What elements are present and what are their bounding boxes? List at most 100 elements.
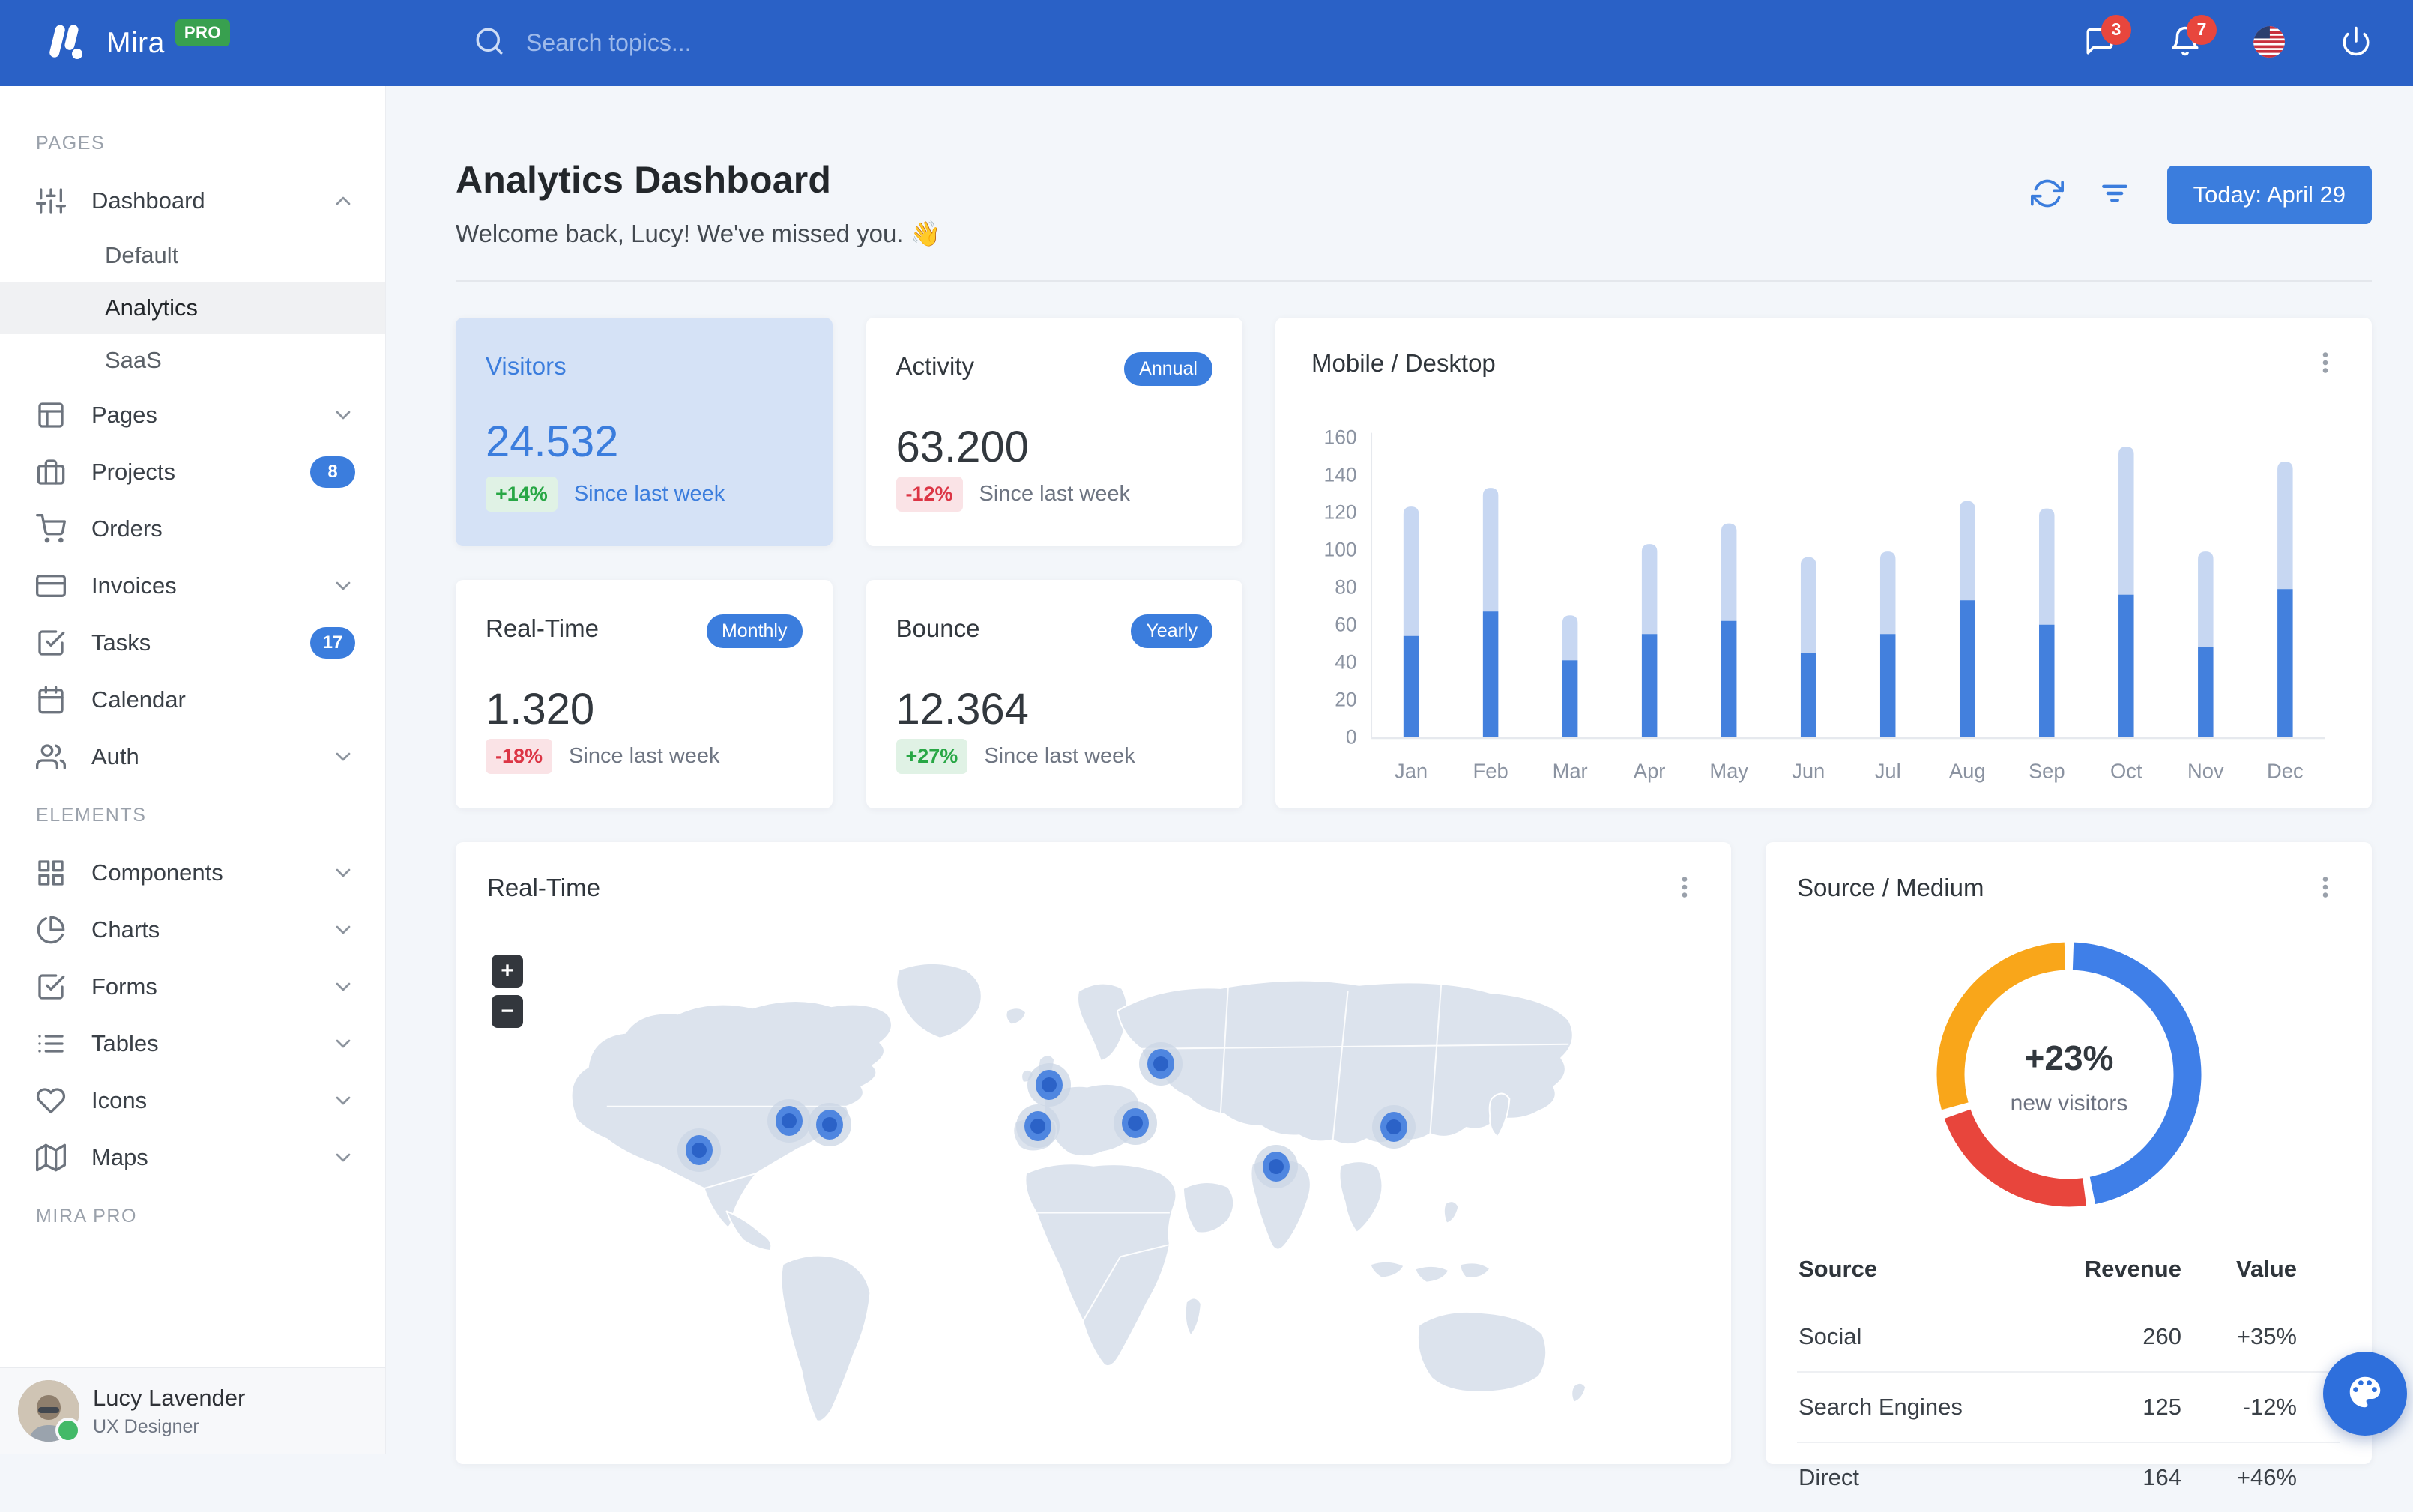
filter-button[interactable] xyxy=(2095,175,2134,214)
user-name: Lucy Lavender xyxy=(93,1384,246,1411)
y-tick-label: 120 xyxy=(1324,501,1357,523)
sidebar-item-orders[interactable]: Orders xyxy=(0,501,385,557)
sidebar-item-components[interactable]: Components xyxy=(0,844,385,901)
map-marker-beijing[interactable] xyxy=(1372,1105,1416,1149)
chevron-down-icon xyxy=(331,1089,355,1113)
marker-core xyxy=(692,1142,707,1158)
map-marker-london[interactable] xyxy=(1027,1062,1072,1107)
table-row-social[interactable]: Social 260 +35% xyxy=(1797,1302,2340,1372)
x-tick-label: Oct xyxy=(2110,760,2142,783)
sidebar-item-dashboard[interactable]: Dashboard xyxy=(0,172,385,229)
map-zoom-in-button[interactable]: + xyxy=(492,955,523,988)
bar-mobile-Nov xyxy=(2198,647,2214,737)
chevron-down-icon xyxy=(331,745,355,769)
messages-button[interactable]: 3 xyxy=(2077,14,2131,66)
map-marker-madrid[interactable] xyxy=(1016,1104,1060,1149)
y-tick-label: 100 xyxy=(1324,538,1357,560)
sidebar-user[interactable]: Lucy Lavender UX Designer xyxy=(0,1367,385,1454)
sidebar-item-maps[interactable]: Maps xyxy=(0,1129,385,1186)
map-marker-new-delhi[interactable] xyxy=(1254,1144,1299,1188)
map-zoom-out-button[interactable]: − xyxy=(492,995,523,1028)
col-value: Value xyxy=(2236,1256,2297,1282)
map-marker-san-francisco[interactable] xyxy=(677,1128,722,1172)
sidebar-item-pages[interactable]: Pages xyxy=(0,387,385,444)
logout-button[interactable] xyxy=(2334,21,2379,66)
sidebar-item-tasks[interactable]: Tasks 17 xyxy=(0,614,385,671)
bar-desktop-Apr xyxy=(1641,544,1658,635)
language-button[interactable] xyxy=(2248,21,2293,66)
map-marker-istanbul[interactable] xyxy=(1113,1101,1157,1145)
stat-card-activity: Activity Annual 63.200 -12% Since last week xyxy=(866,318,1242,546)
x-tick-label: May xyxy=(1709,760,1748,783)
users-icon xyxy=(36,742,66,772)
source-medium-card: Source / Medium +23% new visitors Source … xyxy=(1766,842,2372,1512)
donut-slice-search-engines xyxy=(1936,942,2201,1207)
sidebar-subitem-analytics[interactable]: Analytics xyxy=(0,282,385,334)
brand[interactable]: Mira PRO xyxy=(0,17,385,69)
donut-center-value: +23% xyxy=(2024,1038,2113,1077)
check-square-icon xyxy=(36,628,66,658)
sidebar-item-auth[interactable]: Auth xyxy=(0,728,385,785)
period-badge[interactable]: Monthly xyxy=(706,614,803,648)
sidebar-item-tables[interactable]: Tables xyxy=(0,1015,385,1072)
period-badge[interactable]: Yearly xyxy=(1131,614,1212,648)
chevron-down-icon xyxy=(331,918,355,942)
search-input[interactable] xyxy=(525,28,977,58)
sliders-icon xyxy=(36,186,66,216)
sidebar-item-icons[interactable]: Icons xyxy=(0,1072,385,1129)
map-marker-moscow[interactable] xyxy=(1139,1041,1183,1086)
avatar xyxy=(18,1380,81,1443)
sidebar-item-charts[interactable]: Charts xyxy=(0,901,385,958)
stat-title: Bounce xyxy=(896,614,980,642)
cell-source: Direct xyxy=(1797,1442,2037,1512)
date-range-button[interactable]: Today: April 29 xyxy=(2166,166,2372,224)
stat-card-visitors: Visitors 24.532 +14% Since last week xyxy=(456,318,833,546)
refresh-button[interactable] xyxy=(2028,175,2067,214)
cell-source: Social xyxy=(1799,1323,1862,1349)
map-marker-new-york[interactable] xyxy=(807,1102,851,1146)
map-title: Real-Time xyxy=(487,874,600,901)
period-badge[interactable]: Annual xyxy=(1124,352,1212,386)
donut-menu-button[interactable] xyxy=(2310,872,2340,905)
sidebar-item-invoices[interactable]: Invoices xyxy=(0,557,385,614)
bar-desktop-Mar xyxy=(1562,615,1578,661)
y-tick-label: 20 xyxy=(1335,689,1356,711)
bar-desktop-Jun xyxy=(1800,557,1816,653)
sidebar-item-calendar[interactable]: Calendar xyxy=(0,671,385,728)
sidebar-item-projects[interactable]: Projects 8 xyxy=(0,444,385,501)
sidebar-item-label: Projects xyxy=(91,459,175,485)
pro-badge: PRO xyxy=(175,19,231,46)
marker-core xyxy=(1386,1119,1402,1135)
marker-core xyxy=(781,1113,797,1129)
notifications-button[interactable]: 7 xyxy=(2163,14,2217,66)
x-tick-label: Apr xyxy=(1634,760,1666,783)
chevron-down-icon xyxy=(331,975,355,999)
map-icon xyxy=(36,1143,66,1173)
stat-note: Since last week xyxy=(573,482,725,506)
x-tick-label: Aug xyxy=(1949,760,1986,783)
search-box[interactable] xyxy=(474,25,2077,61)
theme-settings-fab[interactable] xyxy=(2323,1352,2407,1436)
stats-grid: Visitors 24.532 +14% Since last week Activit… xyxy=(456,318,1242,808)
sidebar-subitem-saas[interactable]: SaaS xyxy=(105,347,162,373)
sidebar-subitem-default[interactable]: Default xyxy=(105,242,179,268)
sidebar-item-forms[interactable]: Forms xyxy=(0,958,385,1015)
chevron-down-icon xyxy=(331,403,355,427)
more-vertical-icon xyxy=(1671,874,1698,904)
credit-card-icon xyxy=(36,571,66,601)
sidebar-nav: PAGES Dashboard Default Analytics SaaS Pages P… xyxy=(0,86,385,1367)
world-map[interactable]: + − xyxy=(480,938,1707,1424)
bar-desktop-Jan xyxy=(1403,506,1419,636)
bar-chart-menu-button[interactable] xyxy=(2310,348,2340,381)
bar-desktop-Nov xyxy=(2198,551,2214,647)
map-menu-button[interactable] xyxy=(1670,872,1700,905)
table-row-search-engines[interactable]: Search Engines 125 -12% xyxy=(1797,1371,2340,1442)
donut-chart-title: Source / Medium xyxy=(1797,874,1984,901)
messages-count-badge: 3 xyxy=(2101,14,2131,45)
more-vertical-icon xyxy=(2312,874,2339,904)
map-marker-chicago[interactable] xyxy=(767,1099,811,1143)
table-row-direct[interactable]: Direct 164 +46% xyxy=(1797,1442,2340,1512)
cell-value: +46% xyxy=(2187,1442,2340,1512)
layout-icon xyxy=(36,400,66,430)
x-tick-label: Mar xyxy=(1553,760,1588,783)
